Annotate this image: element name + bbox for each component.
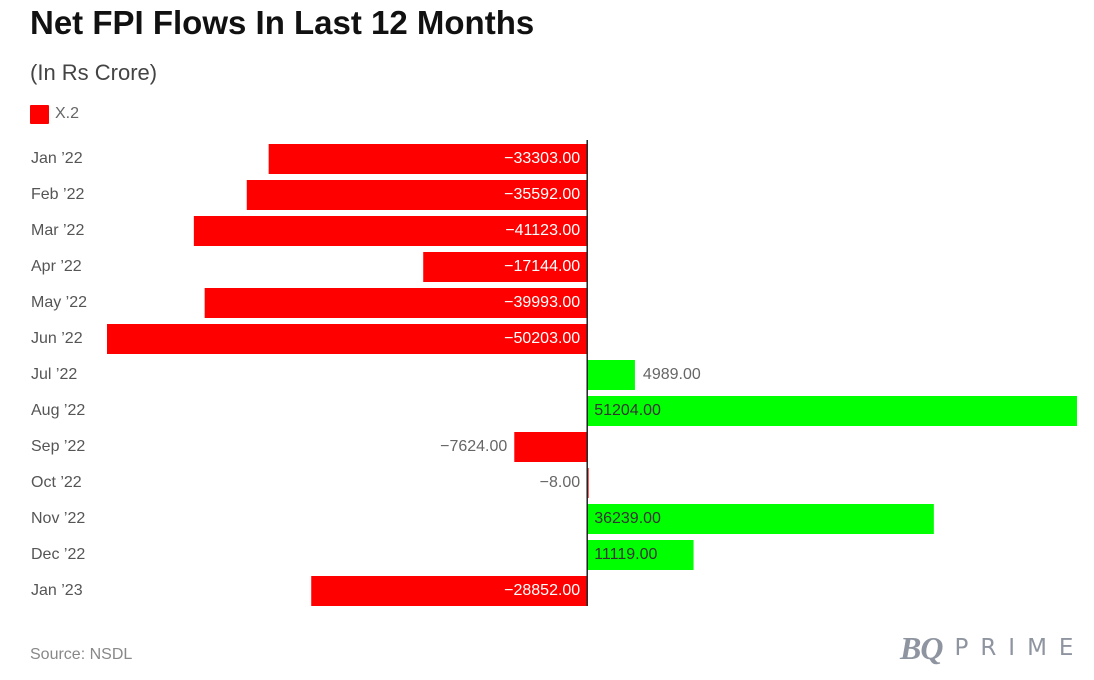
category-label: May ’22 [31, 294, 87, 311]
bar [193, 216, 588, 246]
brand-mark: BQ [900, 629, 943, 666]
legend: X.2 [30, 103, 79, 125]
data-label: 51204.00 [594, 402, 661, 419]
category-label: Apr ’22 [31, 258, 82, 275]
data-label: −39993.00 [504, 294, 580, 311]
bar [311, 576, 588, 606]
bar [204, 288, 588, 318]
page-title: Net FPI Flows In Last 12 Months [30, 4, 535, 41]
data-label: 36239.00 [594, 510, 661, 527]
category-label: Mar ’22 [31, 222, 84, 239]
data-label: −28852.00 [504, 582, 580, 599]
data-label: −8.00 [540, 474, 581, 491]
bar [268, 144, 588, 174]
data-label: −33303.00 [504, 150, 580, 167]
bar [246, 180, 588, 210]
category-label: Sep ’22 [31, 438, 85, 455]
bar [423, 252, 588, 282]
data-label: −50203.00 [504, 330, 580, 347]
category-label: Feb ’22 [31, 186, 84, 203]
legend-swatch [30, 104, 49, 124]
bar [587, 540, 694, 570]
brand-word: PRIME [954, 635, 1086, 661]
bar-chart: Jan ’22 −33303.00 Feb ’22 −35592.00 Mar ’22 −… [31, 140, 1077, 606]
category-label: Jun ’22 [31, 330, 83, 347]
data-label: −17144.00 [504, 258, 580, 275]
brand-logo: BQ PRIME [900, 628, 1085, 668]
bar [587, 504, 934, 534]
category-label: Jan ’23 [31, 582, 83, 599]
data-label: −7624.00 [440, 438, 507, 455]
category-label: Jan ’22 [31, 150, 83, 167]
data-label: 4989.00 [643, 366, 701, 383]
data-label: −41123.00 [505, 222, 580, 239]
page-subtitle: (In Rs Crore) [30, 60, 158, 85]
category-label: Dec ’22 [31, 546, 85, 563]
bar [587, 396, 1077, 426]
category-label: Nov ’22 [31, 510, 85, 527]
bar [587, 360, 635, 390]
category-label: Aug ’22 [31, 402, 85, 419]
bar [514, 432, 588, 462]
data-label: 11119.00 [594, 546, 657, 563]
source-note: Source: NSDL [30, 646, 133, 663]
bar [107, 324, 588, 354]
category-label: Jul ’22 [31, 366, 77, 383]
data-label: −35592.00 [504, 186, 580, 203]
category-label: Oct ’22 [31, 474, 82, 491]
legend-label: X.2 [55, 105, 80, 122]
